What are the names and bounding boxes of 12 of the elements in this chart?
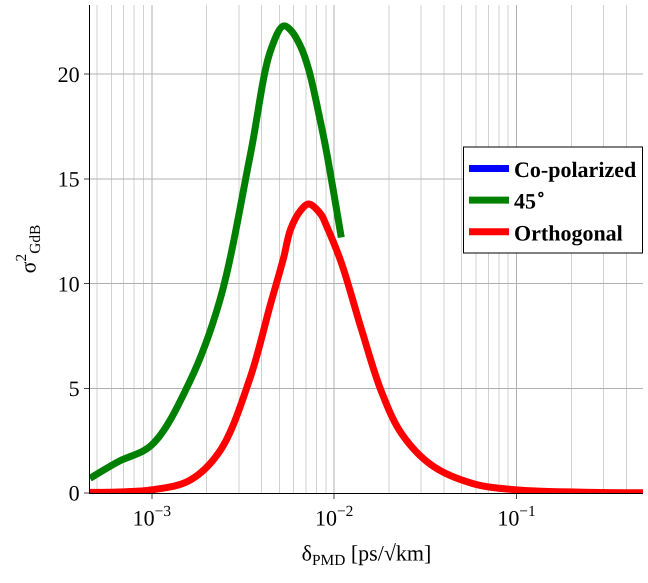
y-tick-label: 0	[68, 480, 80, 506]
legend-label: Orthogonal	[514, 220, 623, 246]
x-tick-label: 10$^{−2}$	[314, 503, 354, 530]
legend-label: Co-polarized	[514, 157, 636, 182]
x-tick-label: 10$^{−3}$	[132, 503, 172, 530]
y-tick-label: 10	[58, 271, 80, 296]
y-tick-label: 5	[68, 376, 80, 401]
y-tick-label: 15	[58, 166, 80, 192]
x-tick-label: 10$^{−1}$	[497, 503, 536, 530]
x-axis-title: δ$_{PMD}$ [ps/√km]	[302, 540, 432, 569]
legend-label: 45$^{∘}$	[514, 186, 545, 214]
y-tick-label: 20	[58, 62, 80, 87]
